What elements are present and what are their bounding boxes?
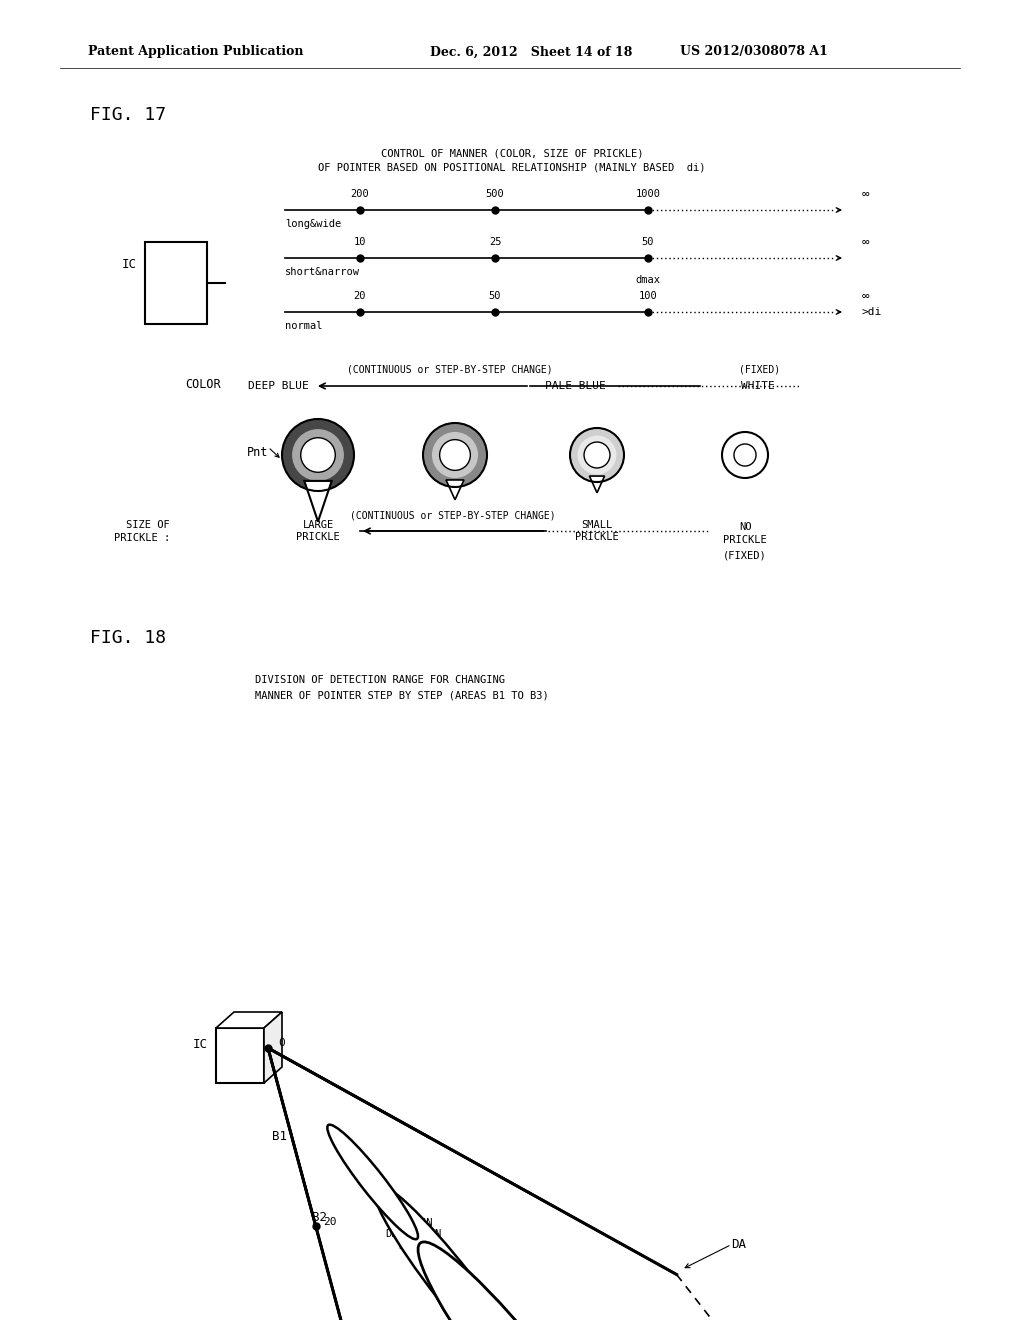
Circle shape	[432, 432, 478, 478]
Circle shape	[439, 440, 470, 470]
Text: (CONTINUOUS or STEP-BY-STEP CHANGE): (CONTINUOUS or STEP-BY-STEP CHANGE)	[350, 510, 556, 520]
Text: B2: B2	[311, 1210, 327, 1224]
Text: 20: 20	[353, 290, 367, 301]
Polygon shape	[304, 480, 332, 521]
Text: FIG. 18: FIG. 18	[90, 630, 166, 647]
Ellipse shape	[418, 1242, 647, 1320]
Polygon shape	[216, 1012, 282, 1028]
Text: DEEP BLUE: DEEP BLUE	[248, 381, 308, 391]
Text: Patent Application Publication: Patent Application Publication	[88, 45, 303, 58]
Circle shape	[301, 438, 335, 473]
Polygon shape	[446, 480, 464, 500]
Text: dmax: dmax	[636, 275, 660, 285]
Bar	[145, 242, 207, 323]
Text: 0: 0	[279, 1039, 285, 1048]
Text: 200: 200	[350, 189, 370, 199]
Text: 1000: 1000	[636, 189, 660, 199]
Text: DIVISION OF DETECTION RANGE FOR CHANGING: DIVISION OF DETECTION RANGE FOR CHANGING	[255, 675, 505, 685]
Circle shape	[292, 429, 344, 480]
Text: MANNER OF POINTER STEP BY STEP (AREAS B1 TO B3): MANNER OF POINTER STEP BY STEP (AREAS B1…	[255, 690, 549, 700]
Text: 50: 50	[488, 290, 502, 301]
Text: 500: 500	[485, 189, 505, 199]
Text: PRICKLE: PRICKLE	[723, 535, 767, 545]
Text: (FIXED): (FIXED)	[723, 550, 767, 560]
Text: ∞: ∞	[861, 289, 868, 302]
Text: (CONTINUOUS or STEP-BY-STEP CHANGE): (CONTINUOUS or STEP-BY-STEP CHANGE)	[347, 364, 553, 374]
Text: short&narrow: short&narrow	[285, 267, 360, 277]
Text: NO: NO	[738, 521, 752, 532]
Text: (FIXED): (FIXED)	[739, 364, 780, 374]
Text: Dec. 6, 2012   Sheet 14 of 18: Dec. 6, 2012 Sheet 14 of 18	[430, 45, 633, 58]
Text: FIG. 17: FIG. 17	[90, 106, 166, 124]
Text: >di: >di	[861, 308, 882, 317]
Text: US 2012/0308078 A1: US 2012/0308078 A1	[680, 45, 827, 58]
Text: 100: 100	[639, 290, 657, 301]
Text: ∞: ∞	[861, 235, 868, 248]
Text: 10: 10	[353, 238, 367, 247]
Text: COLOR: COLOR	[185, 378, 220, 391]
Circle shape	[734, 444, 756, 466]
Circle shape	[570, 428, 624, 482]
Circle shape	[282, 418, 354, 491]
Text: Pnt: Pnt	[247, 446, 268, 458]
Circle shape	[301, 438, 335, 473]
Polygon shape	[590, 477, 604, 492]
Text: 25: 25	[488, 238, 502, 247]
Bar	[216, 1028, 264, 1082]
Text: PRICKLE :: PRICKLE :	[114, 533, 170, 543]
Text: DA: DA	[731, 1238, 746, 1251]
Polygon shape	[264, 1012, 282, 1082]
Text: CONTROL OF MANNER (COLOR, SIZE OF PRICKLE): CONTROL OF MANNER (COLOR, SIZE OF PRICKL…	[381, 148, 643, 158]
Circle shape	[584, 442, 610, 469]
Ellipse shape	[328, 1125, 418, 1239]
Circle shape	[578, 436, 616, 474]
Text: ∞: ∞	[861, 187, 868, 201]
Text: OF POINTER BASED ON POSITIONAL RELATIONSHIP (MAINLY BASED  di): OF POINTER BASED ON POSITIONAL RELATIONS…	[318, 162, 706, 173]
Text: WITHIN
DETECTION
RANGE: WITHIN DETECTION RANGE	[385, 1218, 441, 1251]
Text: normal: normal	[285, 321, 323, 331]
Text: long&wide: long&wide	[285, 219, 341, 228]
Text: SIZE OF: SIZE OF	[126, 520, 170, 531]
Ellipse shape	[373, 1183, 532, 1320]
Ellipse shape	[418, 1242, 647, 1320]
Text: LARGE
PRICKLE: LARGE PRICKLE	[296, 520, 340, 541]
Circle shape	[439, 440, 470, 470]
Text: B1: B1	[271, 1130, 287, 1143]
Text: WHITE: WHITE	[741, 381, 775, 391]
Text: SMALL
PRICKLE: SMALL PRICKLE	[575, 520, 618, 541]
Text: IC: IC	[193, 1039, 208, 1052]
Text: PALE BLUE: PALE BLUE	[545, 381, 605, 391]
Circle shape	[423, 422, 487, 487]
Text: IC: IC	[122, 257, 137, 271]
Circle shape	[584, 442, 610, 469]
Text: 20: 20	[323, 1217, 336, 1226]
Text: 50: 50	[642, 238, 654, 247]
